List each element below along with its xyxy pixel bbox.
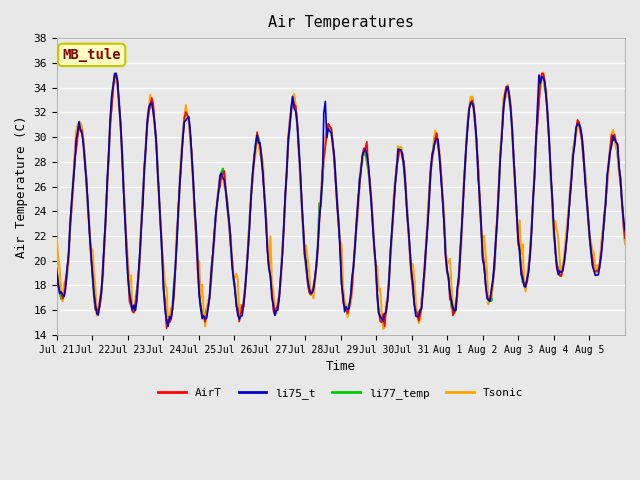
Y-axis label: Air Temperature (C): Air Temperature (C) [15, 115, 28, 258]
Title: Air Temperatures: Air Temperatures [268, 15, 414, 30]
Legend: AirT, li75_t, li77_temp, Tsonic: AirT, li75_t, li77_temp, Tsonic [154, 384, 528, 404]
X-axis label: Time: Time [326, 360, 356, 373]
Text: MB_tule: MB_tule [63, 48, 121, 62]
